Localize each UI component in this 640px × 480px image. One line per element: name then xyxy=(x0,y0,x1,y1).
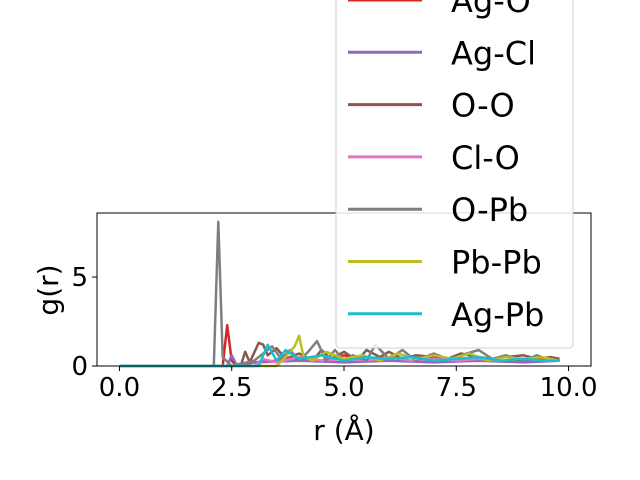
x-tick-label: 10.0 xyxy=(540,373,598,403)
series-line-pb-pb xyxy=(119,334,560,368)
ticks: 0.0 2.5 5.0 7.5 10.0 0 5 xyxy=(71,263,597,403)
y-axis-label: g(r) xyxy=(32,264,65,315)
x-axis-label: r (Å) xyxy=(313,413,374,447)
legend: Ag-O Ag-Cl O-O Cl-O O-Pb Pb-Pb Ag-Pb xyxy=(335,0,574,349)
legend-label-o-pb: O-Pb xyxy=(451,191,528,229)
legend-label-cl-o: Cl-O xyxy=(451,139,520,177)
legend-label-ag-pb: Ag-Pb xyxy=(451,296,544,334)
legend-label-ag-cl: Ag-Cl xyxy=(451,34,536,72)
y-tick-label: 5 xyxy=(71,263,88,293)
y-tick-label: 0 xyxy=(71,352,88,382)
legend-label-pb-pb: Pb-Pb xyxy=(451,244,542,282)
plot-lines xyxy=(119,220,560,368)
legend-label-ag-o: Ag-O xyxy=(451,0,531,20)
series-line-ag-pb xyxy=(119,343,560,368)
x-tick-label: 2.5 xyxy=(211,373,252,403)
legend-label-o-o: O-O xyxy=(451,87,515,125)
x-tick-label: 0.0 xyxy=(99,373,140,403)
x-tick-label: 7.5 xyxy=(436,373,477,403)
x-tick-label: 5.0 xyxy=(323,373,364,403)
